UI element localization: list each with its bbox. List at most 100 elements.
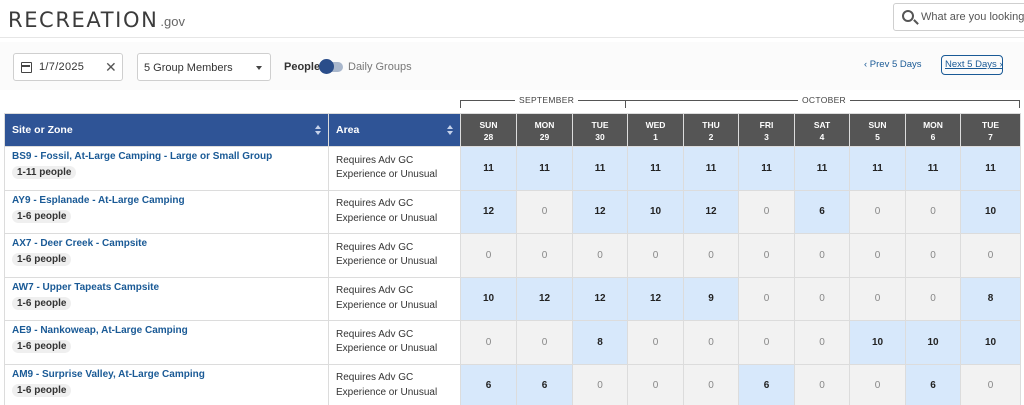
month-label-october: OCTOBER <box>798 95 850 105</box>
availability-cell-empty: 0 <box>738 320 795 365</box>
day-date: 28 <box>483 132 494 142</box>
day-of-week: MON <box>534 120 555 130</box>
site-link[interactable]: AW7 - Upper Tapeats Campsite <box>12 281 160 293</box>
availability-cell-open[interactable]: 6 <box>516 363 573 405</box>
availability-cell-open[interactable]: 10 <box>960 189 1021 234</box>
area-cell: Requires Adv GC Experience or Unusual <box>328 276 461 321</box>
close-icon[interactable]: ✕ <box>105 59 117 75</box>
availability-cell-open[interactable]: 12 <box>572 276 628 321</box>
toggle-label-daily-groups: Daily Groups <box>348 61 412 73</box>
logo-gov: .gov <box>160 14 185 29</box>
group-members-select[interactable]: 5 Group Members <box>137 53 271 81</box>
day-of-week: SAT <box>813 120 831 130</box>
availability-cell-open[interactable]: 11 <box>960 146 1021 191</box>
availability-cell-open[interactable]: 6 <box>794 189 850 234</box>
availability-cell-open[interactable]: 12 <box>627 276 684 321</box>
availability-cell-open[interactable]: 9 <box>683 276 739 321</box>
availability-cell-open[interactable]: 11 <box>683 146 739 191</box>
search-icon <box>902 10 914 22</box>
day-date: 7 <box>988 132 993 142</box>
site-link[interactable]: AM9 - Surprise Valley, At-Large Camping <box>12 368 205 380</box>
day-of-week: MON <box>923 120 943 130</box>
availability-cell-empty: 0 <box>516 320 573 365</box>
availability-cell-open[interactable]: 10 <box>627 189 684 234</box>
day-header: FRI 3 <box>738 113 795 147</box>
date-field[interactable]: 1/7/2025 ✕ <box>13 53 123 81</box>
availability-cell-empty: 0 <box>683 363 739 405</box>
people-badge: 1-6 people <box>12 383 72 397</box>
column-header-site[interactable]: Site or Zone <box>4 113 329 147</box>
column-header-area-label: Area <box>336 124 360 136</box>
availability-cell-empty: 0 <box>572 363 628 405</box>
site-link[interactable]: AX7 - Deer Creek - Campsite <box>12 238 148 249</box>
area-cell: Requires Adv GC Experience or Unusual <box>328 146 461 191</box>
day-header: SUN 28 <box>460 113 517 147</box>
filter-bar: 1/7/2025 ✕ 5 Group Members People Daily … <box>0 42 1024 90</box>
site-cell: AW7 - Upper Tapeats Campsite 1-6 people <box>4 276 329 321</box>
day-of-week: WED <box>645 120 666 130</box>
table-body: BS9 - Fossil, At-Large Camping - Large o… <box>4 146 1021 405</box>
site-cell: AE9 - Nankoweap, At-Large Camping 1-6 peo… <box>4 320 329 365</box>
availability-cell-open[interactable]: 12 <box>460 189 517 234</box>
area-line: Experience or Unusual <box>336 212 438 224</box>
availability-cell-empty: 0 <box>849 189 906 234</box>
area-line: Requires Adv GC <box>336 154 414 166</box>
availability-cell-open[interactable]: 11 <box>627 146 684 191</box>
availability-cell-open[interactable]: 8 <box>960 276 1021 321</box>
availability-cell-empty: 0 <box>516 233 573 278</box>
availability-cell-empty: 0 <box>794 363 850 405</box>
availability-cell-open[interactable]: 11 <box>516 146 573 191</box>
day-date: 29 <box>539 132 550 142</box>
availability-cell-open[interactable]: 11 <box>460 146 517 191</box>
availability-cell-open[interactable]: 12 <box>516 276 573 321</box>
availability-cell-empty: 0 <box>794 320 850 365</box>
prev-5-days-button[interactable]: ‹ Prev 5 Days <box>864 59 922 70</box>
availability-cell-empty: 0 <box>849 276 906 321</box>
availability-cell-open[interactable]: 10 <box>460 276 517 321</box>
availability-cell-open[interactable]: 11 <box>738 146 795 191</box>
table-header-row: Site or Zone Area SUN 28 MON 29 TUE 30 WED 1 THU… <box>4 113 1021 147</box>
availability-cell-open[interactable]: 12 <box>683 189 739 234</box>
people-groups-toggle[interactable] <box>319 59 343 74</box>
availability-cell-empty: 0 <box>572 233 628 278</box>
availability-cell-open[interactable]: 11 <box>572 146 628 191</box>
column-header-area[interactable]: Area <box>328 113 461 147</box>
availability-cell-empty: 0 <box>960 363 1021 405</box>
availability-cell-open[interactable]: 11 <box>905 146 961 191</box>
date-value: 1/7/2025 <box>39 61 85 73</box>
availability-cell-open[interactable]: 12 <box>572 189 628 234</box>
availability-cell-open[interactable]: 10 <box>960 320 1021 365</box>
availability-cell-empty: 0 <box>460 320 517 365</box>
month-header-row: SEPTEMBER OCTOBER <box>0 93 1024 113</box>
next-5-days-button[interactable]: Next 5 Days › <box>941 55 1003 75</box>
availability-cell-open[interactable]: 6 <box>738 363 795 405</box>
availability-cell-empty: 0 <box>794 276 850 321</box>
day-of-week: FRI <box>759 120 774 130</box>
availability-cell-open[interactable]: 6 <box>460 363 517 405</box>
availability-cell-empty: 0 <box>460 233 517 278</box>
people-badge: 1-6 people <box>12 253 72 266</box>
availability-cell-open[interactable]: 6 <box>905 363 961 405</box>
table-row: AX7 - Deer Creek - Campsite 1-6 people Req… <box>4 233 1021 278</box>
availability-cell-open[interactable]: 10 <box>905 320 961 365</box>
availability-cell-open[interactable]: 10 <box>849 320 906 365</box>
search-input[interactable]: What are you looking for <box>893 3 1024 31</box>
site-link[interactable]: AE9 - Nankoweap, At-Large Camping <box>12 325 188 336</box>
table-row: BS9 - Fossil, At-Large Camping - Large o… <box>4 146 1021 191</box>
area-line: Requires Adv GC <box>336 198 414 210</box>
availability-cell-open[interactable]: 8 <box>572 320 628 365</box>
toggle-label-people: People <box>284 61 321 73</box>
recreation-gov-logo[interactable]: RECREATION .gov <box>8 4 185 32</box>
area-line: Requires Adv GC <box>336 241 414 253</box>
day-of-week: THU <box>702 120 720 130</box>
toggle-knob <box>319 59 334 74</box>
group-members-value: 5 Group Members <box>144 62 233 74</box>
site-link[interactable]: AY9 - Esplanade - At-Large Camping <box>12 194 185 206</box>
availability-cell-empty: 0 <box>627 233 684 278</box>
site-link[interactable]: BS9 - Fossil, At-Large Camping - Large o… <box>12 151 273 162</box>
availability-cell-open[interactable]: 11 <box>794 146 850 191</box>
availability-cell-empty: 0 <box>738 189 795 234</box>
availability-cell-open[interactable]: 11 <box>849 146 906 191</box>
search-placeholder: What are you looking for <box>921 11 1024 23</box>
site-cell: AY9 - Esplanade - At-Large Camping 1-6 pe… <box>4 189 329 234</box>
